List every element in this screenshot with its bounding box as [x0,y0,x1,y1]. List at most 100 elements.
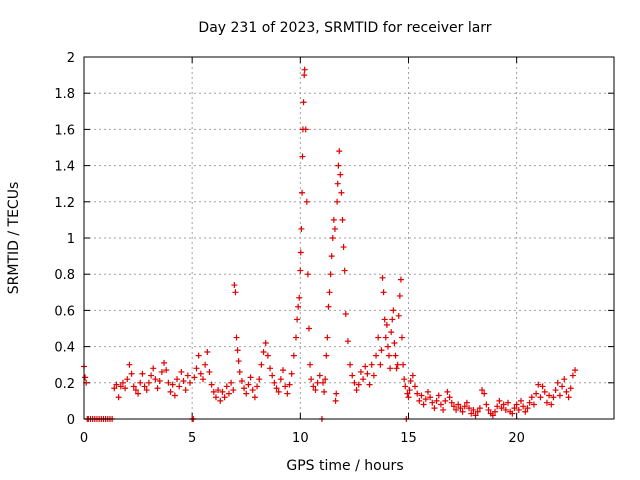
data-point [340,244,347,251]
data-point [210,388,217,395]
data-point [513,401,520,408]
data-point [293,334,299,341]
y-tick-label: 0.4 [54,341,75,356]
data-point [393,365,400,372]
data-point [391,339,398,346]
data-point [375,334,382,341]
data-point [228,379,235,386]
data-point [406,387,413,394]
data-point [429,399,436,406]
data-point [124,376,131,383]
data-point [260,349,267,356]
data-point [294,316,301,323]
data-point [154,385,161,392]
data-point [379,274,386,281]
data-point [446,394,453,401]
data-point [204,349,211,356]
data-point [231,282,238,289]
data-point [494,403,501,410]
data-point [404,390,411,397]
data-point [548,401,555,408]
data-point [337,171,344,178]
data-point [215,387,222,394]
data-point [174,376,181,383]
data-point [329,235,336,241]
data-point [223,383,230,390]
data-point [569,372,576,379]
data-point [320,379,327,386]
data-point [416,397,423,404]
y-tick-label: 1.2 [54,196,75,211]
data-point [331,225,338,232]
data-point [219,388,226,395]
data-point [386,352,393,359]
data-point [468,410,475,417]
data-point [351,379,358,386]
chart-title: Day 231 of 2023, SRMTID for receiver lar… [198,20,491,36]
data-point [176,383,183,390]
data-point [298,225,305,232]
data-point [366,381,373,388]
y-tick-label: 0 [67,413,75,428]
data-point [299,153,306,160]
data-point [148,372,155,379]
y-tick-label: 0.6 [54,304,75,319]
data-point [422,396,429,403]
data-point [217,397,224,404]
data-point [271,379,278,386]
data-point [502,406,509,413]
data-point [552,387,559,394]
data-point [377,361,384,368]
y-tick-label: 1 [67,232,75,247]
data-point [492,408,499,415]
data-point [233,334,240,341]
data-point [284,390,291,397]
data-point [258,361,265,368]
data-point [442,397,449,404]
data-point [230,387,237,394]
data-point [535,381,542,388]
data-point [234,347,241,354]
data-point [509,410,516,417]
data-point [156,377,163,384]
data-point [335,162,342,169]
data-point [290,352,297,359]
data-point [524,405,531,412]
data-point [330,216,337,223]
data-point [533,390,540,397]
data-point [384,343,391,350]
data-point [178,368,185,375]
data-point [390,307,397,314]
data-point [334,180,341,187]
data-point [414,390,421,397]
data-point [515,406,522,413]
data-point [297,267,304,274]
data-point [418,392,425,399]
data-point [115,394,122,401]
data-point [195,352,202,359]
data-point [277,376,284,383]
y-tick-label: 1.8 [54,87,75,102]
data-point [427,394,434,401]
data-point [541,388,548,395]
data-point [158,368,165,375]
data-point [182,387,189,394]
data-point [325,303,332,310]
data-point [572,367,579,374]
data-point [378,347,385,354]
data-point [505,399,511,406]
data-point [342,311,349,318]
data-point [324,334,331,341]
data-point [336,148,343,155]
data-point [362,363,369,370]
data-point [117,383,124,390]
data-point [528,394,535,401]
data-point [402,383,409,390]
data-point [392,352,399,359]
data-point [139,370,146,377]
data-point [380,289,387,296]
data-point [316,372,323,379]
data-point [479,387,486,394]
data-point [543,399,550,406]
